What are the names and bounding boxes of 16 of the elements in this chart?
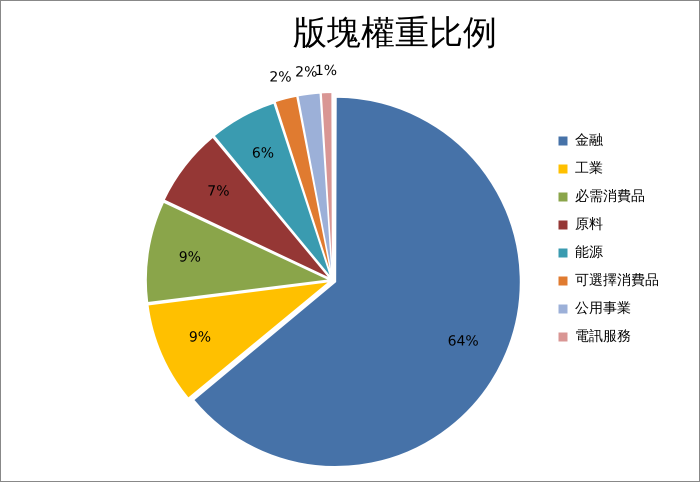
data-label: 9% (188, 329, 212, 346)
data-label: 9% (178, 249, 201, 266)
legend-label: 電訊服務 (575, 328, 631, 345)
legend-label: 原料 (575, 216, 603, 233)
data-label: 2% (269, 70, 292, 86)
legend-label: 金融 (575, 132, 603, 149)
legend-label: 能源 (575, 244, 603, 261)
data-label: 6% (252, 146, 274, 162)
data-label: 2% (295, 64, 318, 81)
legend-label: 可選擇消費品 (575, 272, 659, 289)
legend-label: 工業 (575, 160, 603, 177)
legend-label: 必需消費品 (575, 188, 645, 205)
chart-title: 版塊權重比例 (293, 13, 497, 54)
legend-label: 公用事業 (575, 300, 631, 317)
data-label: 7% (207, 184, 230, 200)
data-label: 64% (448, 334, 479, 350)
